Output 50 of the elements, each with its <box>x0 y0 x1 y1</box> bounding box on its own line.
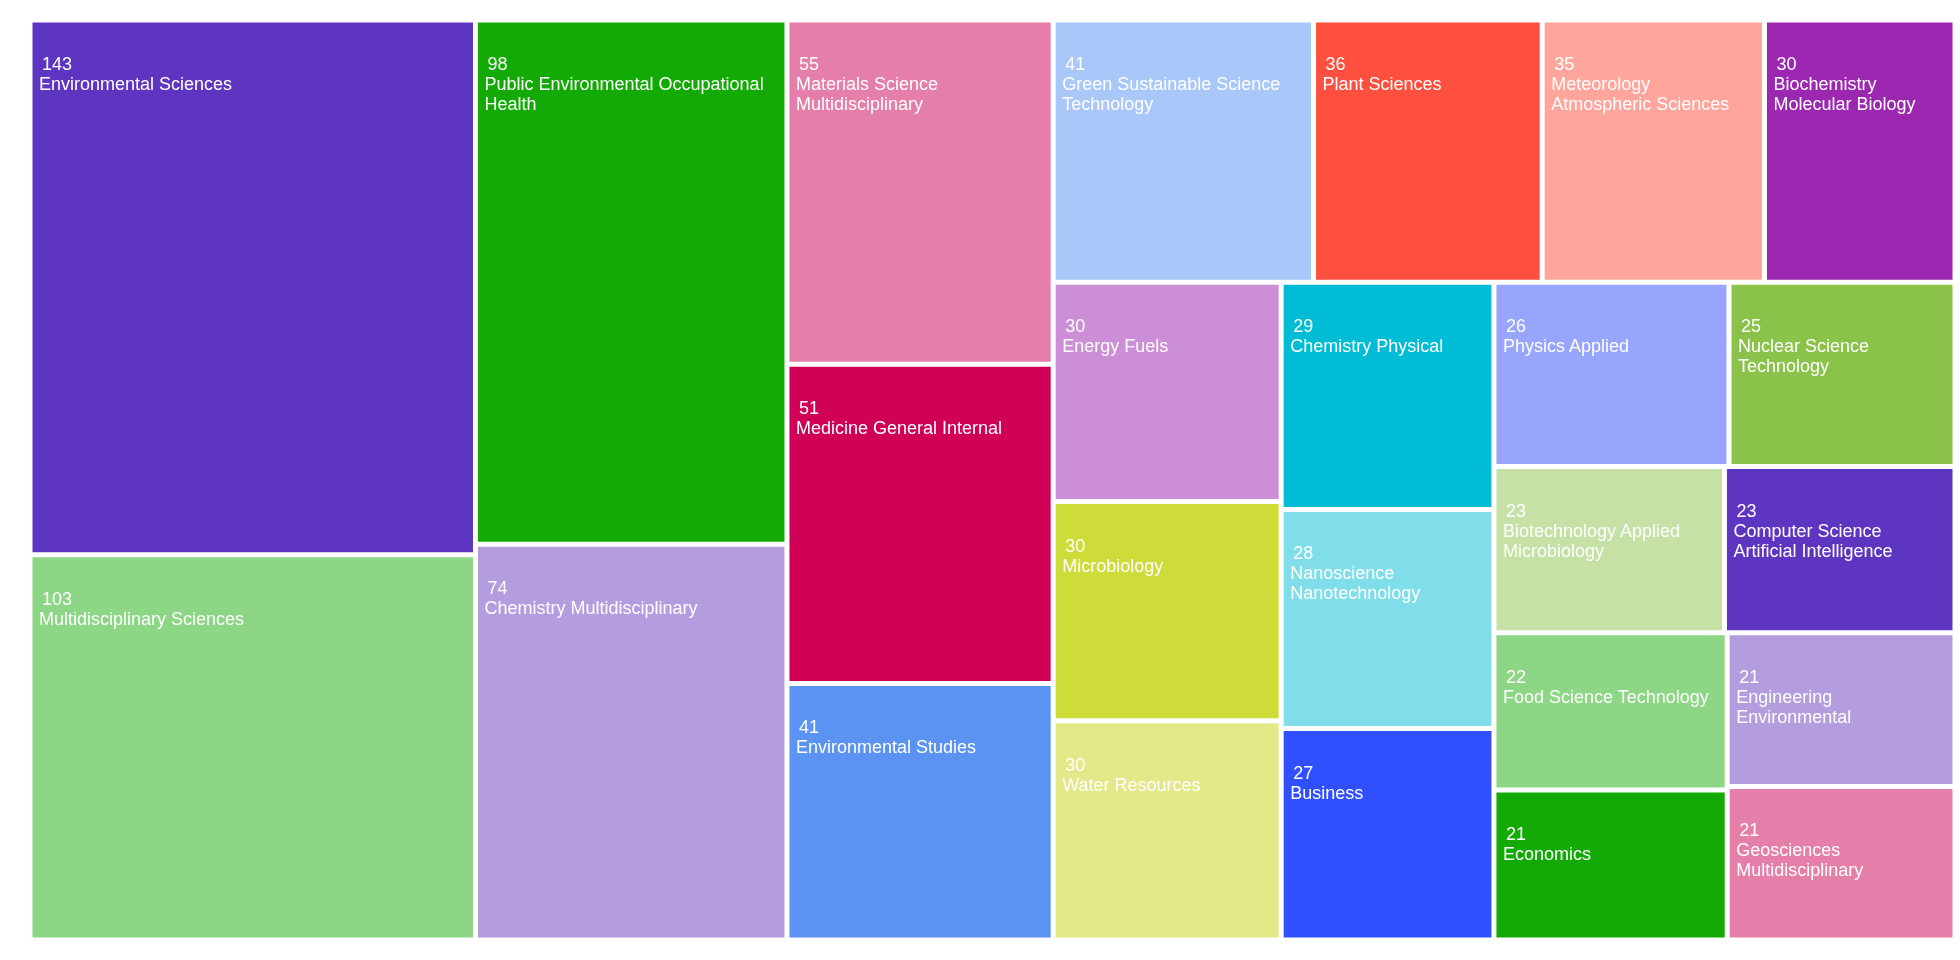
category-label: Food Science Technology <box>1502 686 1709 707</box>
category-label: Physics Applied <box>1502 336 1630 357</box>
data-label: 28 <box>1293 543 1314 564</box>
category-label: Water Resources <box>1062 774 1201 795</box>
category-label: Economics <box>1502 843 1591 864</box>
data-label: 23 <box>1505 500 1526 521</box>
data-label: 55 <box>798 54 819 74</box>
category-label: Medicine General Internal <box>795 418 1003 439</box>
data-label: 21 <box>1505 823 1526 844</box>
category-label: Microbiology <box>1062 555 1164 576</box>
category-label: Energy Fuels <box>1062 336 1169 357</box>
data-label: 29 <box>1293 316 1314 337</box>
category-label: Engineering Environmental <box>1736 686 1852 727</box>
category-label: Biotechnology Applied Microbiology <box>1502 520 1681 561</box>
data-label: 41 <box>798 717 819 738</box>
data-label: 26 <box>1505 316 1526 337</box>
data-label: 51 <box>798 398 819 419</box>
category-label: Public Environmental Occupational Health <box>484 74 764 114</box>
category-label: Green Sustainable Science Technology <box>1062 74 1281 114</box>
category-label: Meteorology Atmospheric Sciences <box>1551 74 1730 114</box>
data-label: 35 <box>1554 54 1575 74</box>
data-label: 22 <box>1505 666 1526 687</box>
data-label: 98 <box>487 54 508 74</box>
category-label: Business <box>1290 782 1364 803</box>
data-label: 30 <box>1776 54 1797 74</box>
data-label: 41 <box>1065 54 1086 74</box>
data-label: 25 <box>1740 316 1762 337</box>
category-label: Chemistry Physical <box>1290 336 1444 357</box>
data-label: 74 <box>487 578 508 599</box>
data-label: 103 <box>42 588 73 609</box>
category-label: Multidisciplinary Sciences <box>39 608 245 629</box>
category-label: Chemistry Multidisciplinary <box>484 598 698 619</box>
data-label: 30 <box>1065 316 1086 337</box>
data-label: 143 <box>42 54 73 74</box>
data-label: 21 <box>1739 666 1760 687</box>
category-label: Materials Science Multidisciplinary <box>795 74 939 114</box>
data-label: 23 <box>1736 500 1757 521</box>
category-label: Environmental Sciences <box>39 74 233 94</box>
category-label: Nanoscience Nanotechnology <box>1290 563 1421 604</box>
data-label: 36 <box>1325 54 1346 74</box>
data-label: 30 <box>1065 535 1086 556</box>
data-label: 21 <box>1739 820 1760 841</box>
category-label: Environmental Studies <box>795 737 977 758</box>
category-label: Biochemistry Molecular Biology <box>1773 74 1916 114</box>
category-label: Nuclear Science Technology <box>1737 336 1870 377</box>
category-label: Plant Sciences <box>1322 74 1442 94</box>
data-label: 30 <box>1065 754 1086 775</box>
data-label: 27 <box>1293 762 1314 783</box>
category-label: Computer Science Artificial Intelligence <box>1733 520 1893 561</box>
category-label: Geosciences Multidisciplinary <box>1736 840 1864 881</box>
